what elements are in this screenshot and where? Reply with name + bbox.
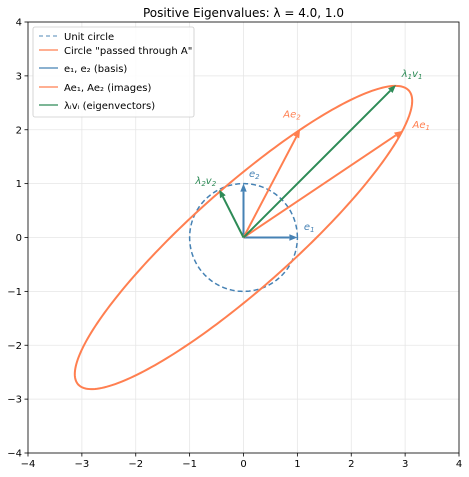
chart-title: Positive Eigenvalues: λ = 4.0, 1.0 (143, 6, 344, 20)
y-tick-label: −4 (7, 449, 22, 460)
vector-labels: e1 e2 Ae1 Ae2 λ1v1 λ2v2 (194, 69, 430, 234)
eigenvector-lambda-v1-head (388, 85, 396, 93)
image-vector-ae2-shaft (242, 136, 298, 238)
y-tick-label: −1 (7, 287, 22, 298)
x-tick-label: 1 (294, 459, 300, 470)
y-tick-label: 2 (16, 125, 22, 136)
basis-vector-e1-head (289, 234, 298, 241)
image-vector-ae2-head (293, 129, 301, 139)
tick-labels: −4 −3 −2 −1 0 1 2 3 4 −4 −3 −2 −1 0 1 2 3 4 (7, 18, 462, 471)
x-tick-label: 4 (456, 459, 462, 470)
image-vector-ae1-shaft (242, 134, 397, 239)
legend: Unit circle Circle "passed through A" e₁… (32, 26, 195, 118)
y-tick-label: 0 (16, 233, 22, 244)
x-tick-label: −3 (75, 459, 90, 470)
y-tick-label: −3 (7, 395, 22, 406)
eigenvector-lambda-v2-head (219, 189, 226, 199)
x-tick-label: 2 (348, 459, 354, 470)
vector-label: λ1v1 (401, 69, 423, 81)
x-tick-label: −2 (128, 459, 143, 470)
legend-label-ellipse: Circle "passed through A" (64, 46, 192, 57)
y-tick-label: −2 (7, 341, 22, 352)
vector-label: e1 (304, 222, 315, 234)
y-tick-label: 1 (16, 179, 22, 190)
x-tick-label: −1 (182, 459, 197, 470)
vector-label: λ2v2 (194, 176, 216, 188)
legend-label-eigenvectors: λᵢvᵢ (eigenvectors) (64, 101, 155, 112)
x-tick-label: −4 (21, 459, 36, 470)
x-tick-label: 0 (240, 459, 246, 470)
legend-label-basis: e₁, e₂ (basis) (64, 64, 127, 75)
legend-box (32, 26, 195, 118)
eigenvector-lambda-v1-shaft (242, 89, 392, 239)
legend-label-unit-circle: Unit circle (64, 32, 114, 43)
y-tick-label: 3 (16, 71, 22, 82)
vector-label: Ae1 (412, 120, 430, 132)
transformed-ellipse (73, 84, 414, 391)
basis-vector-e2-head (240, 183, 247, 192)
plot-series (73, 84, 414, 391)
eigenvector-lambda-v2-shaft (221, 196, 245, 238)
legend-label-images: Ae₁, Ae₂ (images) (64, 83, 151, 94)
image-vector-ae1-head (394, 130, 403, 138)
vector-label: Ae2 (282, 109, 301, 121)
y-tick-label: 4 (16, 18, 22, 29)
vector-label: e2 (249, 169, 260, 181)
unit-circle (188, 182, 299, 293)
x-tick-label: 3 (402, 459, 408, 470)
